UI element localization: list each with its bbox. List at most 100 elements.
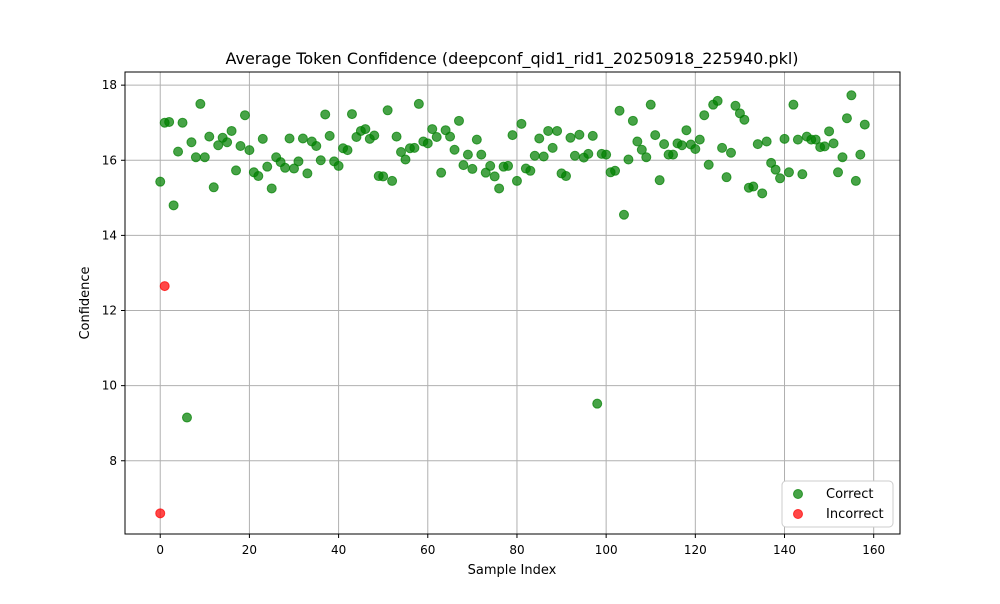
data-point-correct — [222, 137, 233, 148]
data-point-correct — [346, 109, 357, 120]
data-point-correct — [208, 182, 219, 193]
data-point-correct — [775, 173, 786, 184]
data-point-correct — [534, 133, 545, 144]
data-point-correct — [262, 161, 273, 172]
data-point-correct — [779, 133, 790, 144]
data-point-correct — [748, 181, 759, 192]
data-point-correct — [186, 137, 197, 148]
data-point-correct — [266, 183, 277, 194]
data-point-correct — [168, 200, 179, 211]
data-point-correct — [190, 152, 201, 163]
data-point-correct — [681, 125, 692, 136]
data-point-correct — [659, 139, 670, 150]
data-point-correct — [641, 152, 652, 163]
points-layer — [155, 90, 870, 519]
chart-title: Average Token Confidence (deepconf_qid1_… — [225, 49, 798, 69]
data-point-correct — [721, 172, 732, 183]
data-point-correct — [235, 140, 246, 151]
y-tick-label: 14 — [102, 228, 117, 242]
data-point-correct — [297, 133, 308, 144]
data-point-correct — [284, 133, 295, 144]
x-tick-label: 120 — [684, 543, 707, 557]
data-point-correct — [587, 130, 598, 141]
data-point-correct — [173, 146, 184, 157]
data-point-correct — [253, 171, 264, 182]
y-tick-label: 8 — [109, 454, 117, 468]
data-point-correct — [636, 144, 647, 155]
y-axis-label: Confidence — [78, 266, 93, 339]
data-point-correct — [471, 134, 482, 145]
data-point-correct — [529, 150, 540, 161]
data-point-correct — [360, 124, 371, 135]
data-point-correct — [583, 148, 594, 159]
legend-label-correct: Correct — [826, 487, 873, 502]
data-point-correct — [226, 125, 237, 136]
data-point-incorrect — [159, 281, 170, 292]
data-point-correct — [369, 130, 380, 141]
data-point-correct — [828, 138, 839, 149]
data-point-correct — [618, 209, 629, 220]
data-point-correct — [462, 149, 473, 160]
plot-area — [124, 71, 901, 535]
data-point-correct — [543, 125, 554, 136]
y-tick-label: 18 — [102, 78, 117, 92]
data-point-correct — [569, 150, 580, 161]
data-point-correct — [181, 412, 192, 423]
data-point-correct — [561, 171, 572, 182]
data-point-correct — [552, 125, 563, 136]
data-point-correct — [676, 140, 687, 151]
data-point-correct — [280, 162, 291, 173]
data-point-correct — [449, 144, 460, 155]
data-point-correct — [797, 169, 808, 180]
data-point-correct — [458, 160, 469, 171]
data-point-correct — [574, 129, 585, 140]
data-point-correct — [739, 114, 750, 125]
data-point-correct — [850, 175, 861, 186]
data-point-incorrect — [155, 508, 166, 519]
y-tick-label: 16 — [102, 153, 117, 167]
data-point-correct — [810, 134, 821, 145]
data-point-correct — [485, 160, 496, 171]
data-point-correct — [239, 110, 250, 121]
data-point-correct — [614, 105, 625, 116]
data-point-correct — [783, 167, 794, 178]
data-point-correct — [730, 100, 741, 111]
y-tick-label: 12 — [102, 304, 117, 318]
legend-box — [781, 480, 894, 528]
data-point-correct — [654, 175, 665, 186]
data-point-correct — [320, 109, 331, 120]
data-point-correct — [467, 163, 478, 174]
data-point-correct — [489, 171, 500, 182]
y-axis-ticks: 8 10 12 14 16 18 — [102, 78, 125, 468]
data-point-correct — [315, 155, 326, 166]
data-point-correct — [293, 156, 304, 167]
data-point-correct — [833, 167, 844, 178]
data-point-correct — [627, 115, 638, 126]
data-point-correct — [199, 152, 210, 163]
data-point-correct — [725, 147, 736, 158]
data-point-correct — [699, 110, 710, 121]
x-tick-label: 140 — [773, 543, 796, 557]
data-point-correct — [177, 117, 188, 128]
data-point-correct — [690, 144, 701, 154]
data-point-correct — [244, 145, 255, 156]
data-point-correct — [494, 183, 505, 194]
data-point-correct — [547, 142, 558, 153]
data-point-correct — [538, 151, 549, 162]
data-point-correct — [761, 136, 772, 147]
data-point-correct — [387, 175, 398, 186]
x-axis-label: Sample Index — [468, 563, 557, 578]
data-point-correct — [668, 149, 679, 160]
data-point-correct — [436, 167, 447, 178]
data-point-correct — [859, 119, 870, 130]
data-point-correct — [841, 113, 852, 124]
data-point-correct — [788, 99, 799, 110]
data-point-correct — [824, 126, 835, 137]
data-point-correct — [855, 149, 866, 160]
x-tick-label: 40 — [331, 543, 346, 557]
data-point-correct — [503, 160, 514, 171]
data-point-correct — [409, 142, 420, 153]
x-tick-label: 100 — [595, 543, 618, 557]
data-point-correct — [757, 188, 768, 199]
